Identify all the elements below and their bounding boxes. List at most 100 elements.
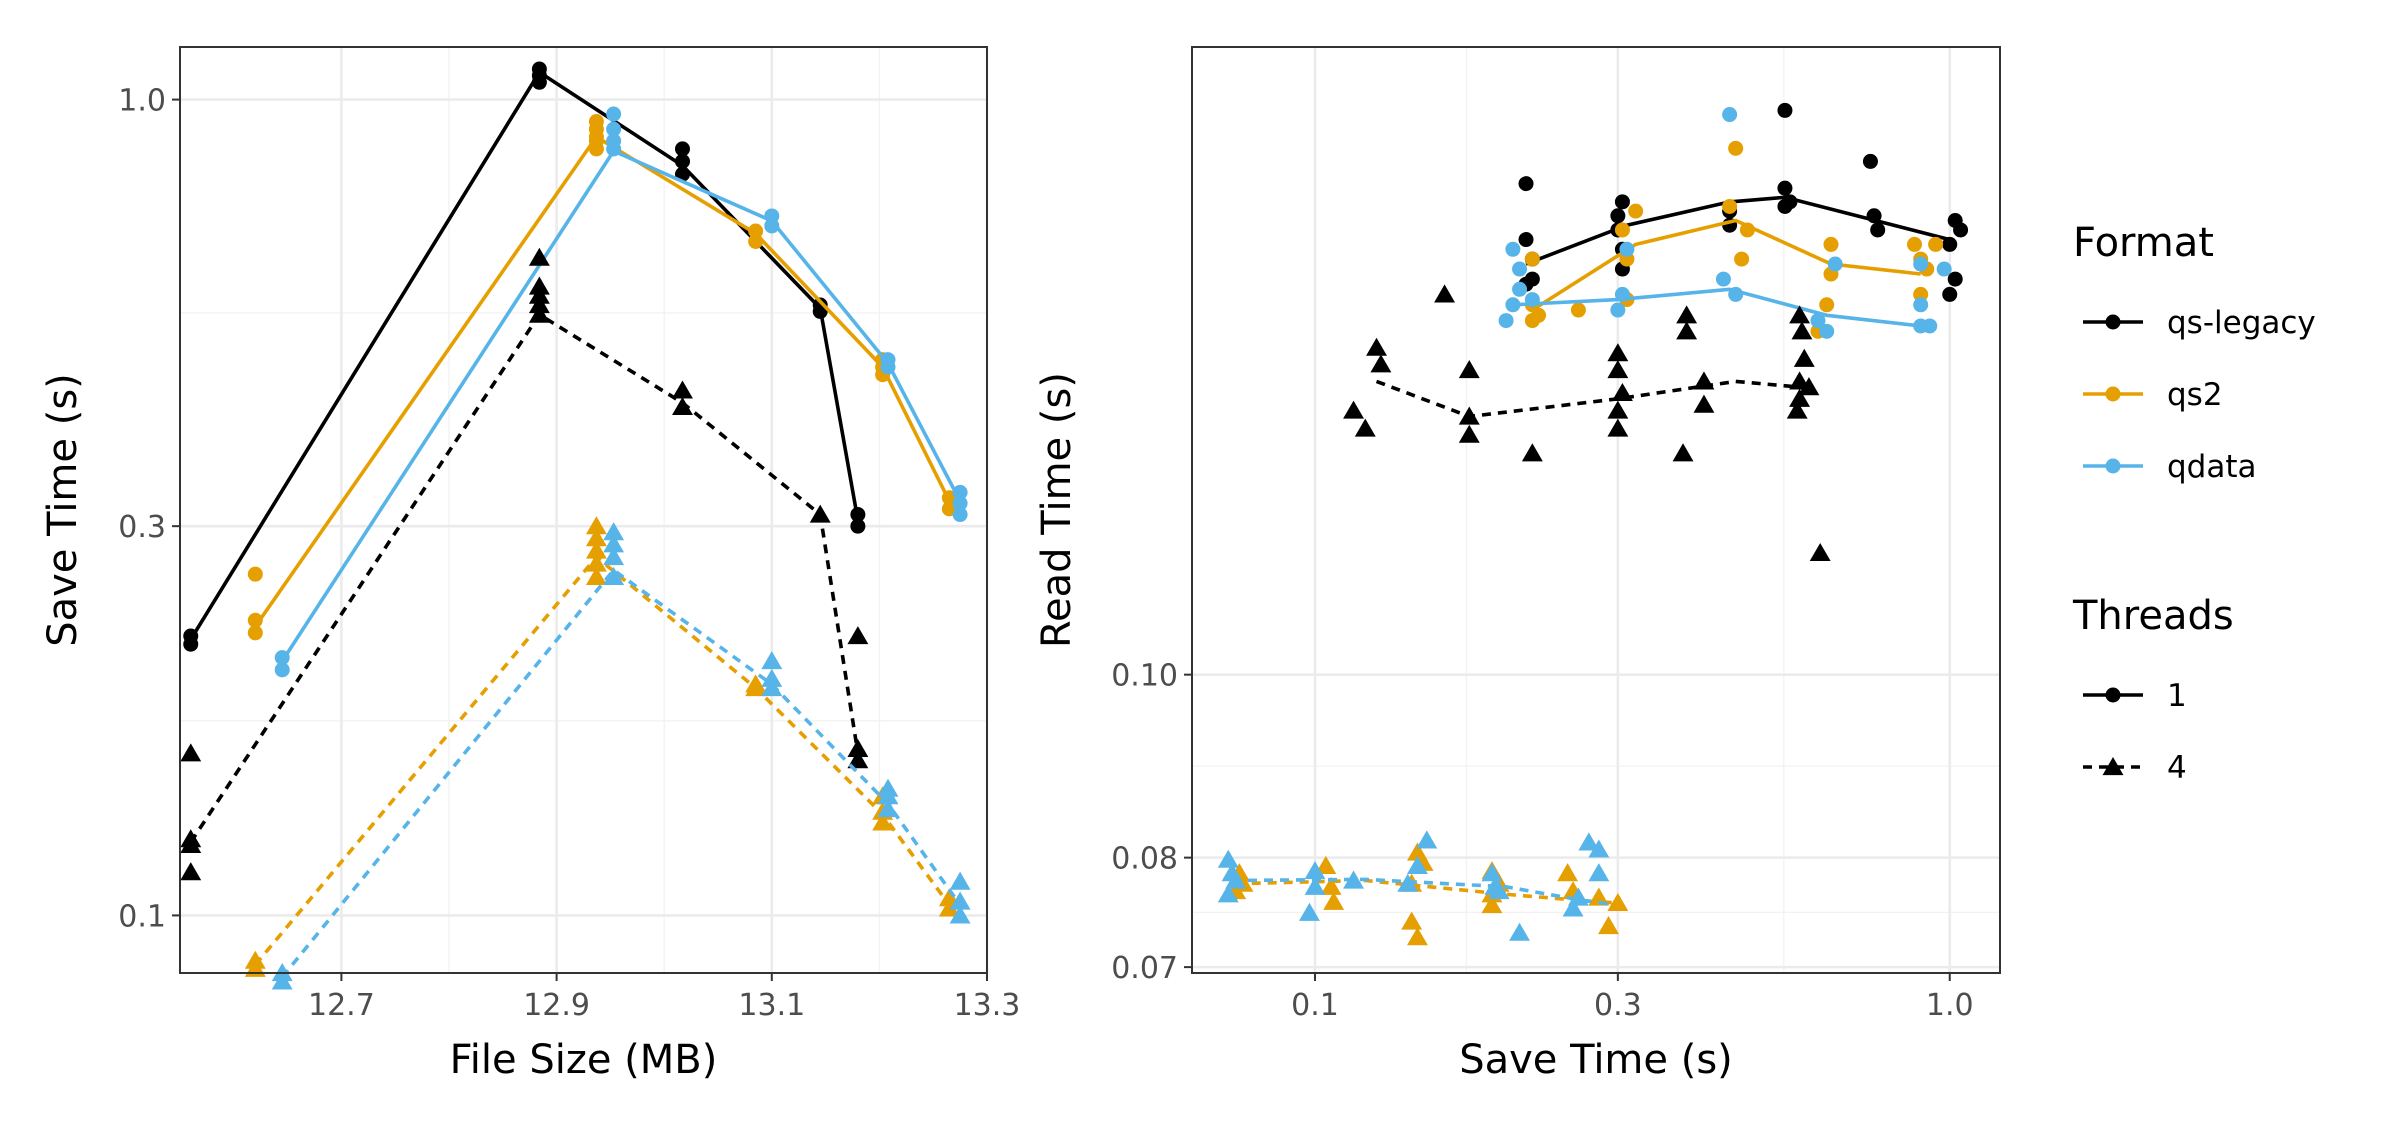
legend-threads-keys	[2083, 687, 2143, 776]
series-qdata-threads-1-point	[1498, 313, 1514, 329]
panel-0-data	[180, 61, 971, 990]
series-qs-legacy-threads-1-point	[1777, 102, 1793, 118]
series-qdata-threads-4-point	[1416, 830, 1438, 849]
series-qdata-threads-1-point	[1936, 261, 1952, 277]
x-axis-title: Save Time (s)	[1459, 1037, 1733, 1083]
series-qs2-threads-4-point	[244, 950, 266, 969]
series-qdata-threads-1-point	[1810, 313, 1826, 329]
series-qs-legacy-threads-4-point	[1607, 418, 1629, 437]
series-qdata-threads-1-point	[1619, 241, 1635, 257]
series-qdata-threads-1-point	[606, 133, 622, 149]
series-qs-legacy-threads-4-point	[1789, 305, 1811, 324]
series-qs-legacy-threads-1-point	[1777, 198, 1793, 214]
series-qdata-threads-1-point	[880, 352, 896, 368]
y-axis-title: Read Time (s)	[1034, 372, 1080, 648]
series-qs-legacy-threads-4-point	[1434, 284, 1456, 303]
series-qs-legacy-threads-4	[1343, 284, 1831, 562]
series-qs2-threads-4-point	[1607, 892, 1629, 912]
series-qs2-threads-1-point	[748, 233, 764, 249]
y-axis-title: Save Time (s)	[40, 373, 86, 647]
series-qs2-threads-4-point	[585, 540, 607, 559]
series-qs2-threads-1-point	[1913, 286, 1929, 302]
series-qs2-threads-4-point	[585, 566, 607, 585]
series-qs-legacy-threads-1-point	[1862, 153, 1878, 169]
legend-threads-1-key-point	[2105, 687, 2121, 703]
x-tick-label: 13.3	[954, 988, 1021, 1023]
series-qs2-threads-4-point	[1557, 863, 1579, 882]
series-qdata-threads-1-point	[1715, 271, 1731, 287]
legend-format-qs2-label: qs2	[2167, 377, 2223, 413]
series-qdata-threads-4	[271, 522, 971, 990]
series-qs-legacy-threads-4-point	[528, 276, 550, 295]
series-qs-legacy-threads-1-point	[183, 628, 199, 644]
series-qdata-threads-1-line	[1512, 287, 1921, 328]
series-qdata-threads-4-point	[949, 905, 971, 924]
series-qdata-threads-1-point	[1610, 302, 1626, 318]
series-qs-legacy-threads-4-point	[180, 829, 202, 848]
series-qdata-threads-4-point	[1509, 922, 1530, 941]
series-qs2-threads-4-point	[938, 898, 960, 917]
series-qs2-threads-1-point	[1728, 140, 1744, 156]
panel-0-background	[180, 47, 987, 973]
y-tick-label: 0.10	[1111, 659, 1178, 694]
series-qdata-threads-4-point	[1343, 870, 1364, 889]
series-qdata-threads-1-point	[1819, 323, 1835, 339]
series-qs2-threads-4-point	[872, 812, 894, 831]
series-qs2-threads-1-line	[1531, 218, 1921, 312]
series-qdata-threads-4-point	[1562, 898, 1584, 917]
series-qs2-threads-1-point	[1739, 222, 1755, 238]
legend-format-title: Format	[2073, 220, 2214, 266]
x-tick-label: 12.7	[308, 988, 375, 1023]
series-qs-legacy-threads-4-point	[1607, 400, 1629, 419]
series-qs-legacy-threads-4-point	[1521, 443, 1543, 462]
series-qdata-threads-1-point	[1505, 297, 1521, 313]
series-qs-legacy-threads-4-point	[1607, 360, 1629, 379]
series-qs2-threads-4-point	[1323, 891, 1345, 910]
panel-1-border	[1191, 46, 2001, 974]
series-qs-legacy-threads-4-point	[672, 380, 693, 399]
panel-1-axes: 0.1 0.3 1.0 0.07 0.08 0.10 Save Time (s) Read T…	[1034, 372, 1974, 1083]
x-tick-label: 0.1	[1291, 988, 1339, 1023]
legend-threads-title: Threads	[2072, 593, 2234, 639]
series-qdata-threads-1-point	[274, 650, 290, 666]
series-qdata-threads-4-point	[949, 871, 971, 890]
series-qs2-threads-1-point	[588, 114, 604, 130]
legend-format-qdata-key-point	[2105, 458, 2121, 474]
series-qs2-threads-1-point	[1628, 203, 1644, 219]
series-qs-legacy-threads-1-point	[1524, 271, 1540, 287]
series-qs-legacy-threads-1-point	[1614, 194, 1630, 210]
series-qs2-threads-4-point	[1320, 876, 1342, 895]
x-axis-title: File Size (MB)	[450, 1037, 718, 1083]
series-qdata-threads-4-point	[1225, 870, 1247, 889]
series-qs2-threads-1-point	[247, 625, 263, 641]
series-qdata-threads-1	[274, 106, 968, 678]
series-qs-legacy-threads-1-point	[1942, 286, 1958, 302]
series-qs2-threads-1-point	[247, 566, 263, 582]
series-qs-legacy-threads-4-point	[1343, 400, 1364, 419]
series-qdata-threads-4-point	[761, 678, 783, 697]
series-qs2-threads-4-point	[585, 516, 607, 535]
series-qdata-threads-4-point	[761, 668, 783, 687]
y-tick-label: 0.07	[1111, 951, 1178, 986]
series-qs-legacy-threads-4-point	[528, 285, 550, 304]
series-qs-legacy-threads-4-point	[1786, 400, 1808, 419]
panel-1-background	[1192, 47, 2000, 973]
series-qs-legacy-threads-4-point	[1366, 337, 1387, 356]
series-qdata-threads-1-point	[1913, 297, 1929, 313]
x-tick-label: 1.0	[1926, 988, 1974, 1023]
series-qs-legacy-threads-4-point	[847, 750, 869, 769]
legend-format-qs-legacy-key-point	[2105, 314, 2121, 330]
series-qdata-threads-1-point	[1827, 256, 1843, 272]
series-qs2-threads-4-point	[585, 553, 607, 572]
series-qs-legacy-threads-1	[183, 61, 866, 652]
right-panel: 0.1 0.3 1.0 0.07 0.08 0.10 Save Time (s) Read T…	[1034, 46, 2001, 1083]
series-qs-legacy-threads-1-point	[1610, 208, 1626, 224]
series-qdata-threads-4-point	[1397, 873, 1419, 892]
series-qs-legacy-threads-1-point	[850, 507, 866, 523]
y-tick-label: 0.3	[118, 510, 166, 545]
series-qs2-threads-1-point	[1928, 236, 1944, 252]
series-qs-legacy-threads-4	[180, 247, 869, 881]
series-qs-legacy-threads-4-point	[1354, 418, 1376, 437]
